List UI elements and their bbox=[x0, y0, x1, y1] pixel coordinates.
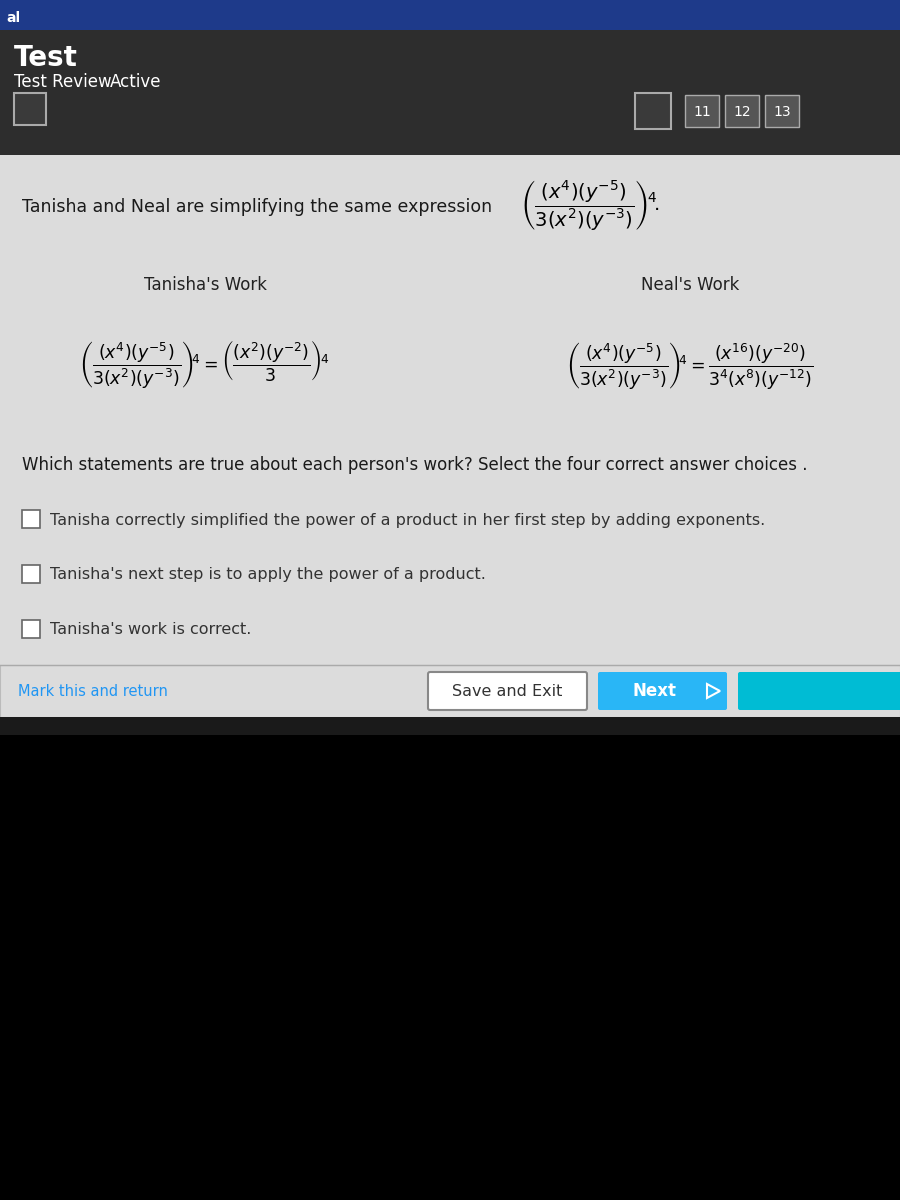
FancyBboxPatch shape bbox=[428, 672, 587, 710]
Text: Active: Active bbox=[110, 73, 161, 91]
FancyBboxPatch shape bbox=[738, 672, 900, 710]
Text: $\left(\dfrac{(x^4)(y^{-5})}{3(x^2)(y^{-3})}\right)^{\!4}= \dfrac{(x^{16})(y^{-2: $\left(\dfrac{(x^4)(y^{-5})}{3(x^2)(y^{-… bbox=[567, 340, 813, 390]
FancyBboxPatch shape bbox=[765, 95, 799, 127]
Text: Tanisha correctly simplified the power of a product in her first step by adding : Tanisha correctly simplified the power o… bbox=[50, 512, 765, 528]
Text: $\left(\dfrac{(x^4)(y^{-5})}{3(x^2)(y^{-3})}\right)^{\!4}= \left(\dfrac{(x^2)(y^: $\left(\dfrac{(x^4)(y^{-5})}{3(x^2)(y^{-… bbox=[80, 338, 329, 391]
Text: Next: Next bbox=[633, 682, 677, 700]
Text: 13: 13 bbox=[773, 104, 791, 119]
FancyBboxPatch shape bbox=[0, 665, 900, 716]
Text: Tanisha's work is correct.: Tanisha's work is correct. bbox=[50, 623, 251, 637]
FancyBboxPatch shape bbox=[598, 672, 727, 710]
Text: Tanisha and Neal are simplifying the same expression: Tanisha and Neal are simplifying the sam… bbox=[22, 198, 492, 216]
FancyBboxPatch shape bbox=[14, 92, 46, 125]
Text: 12: 12 bbox=[734, 104, 751, 119]
FancyBboxPatch shape bbox=[22, 620, 40, 638]
Text: Test Review: Test Review bbox=[14, 73, 112, 91]
FancyBboxPatch shape bbox=[685, 95, 719, 127]
FancyBboxPatch shape bbox=[0, 155, 900, 665]
Text: Save and Exit: Save and Exit bbox=[453, 684, 562, 698]
Polygon shape bbox=[707, 684, 720, 698]
Text: $\left(\dfrac{(x^4)(y^{-5})}{3(x^2)(y^{-3})}\right)^{\!4}\!.$: $\left(\dfrac{(x^4)(y^{-5})}{3(x^2)(y^{-… bbox=[520, 178, 660, 232]
Text: Mark this and return: Mark this and return bbox=[18, 684, 168, 698]
Text: Tanisha's next step is to apply the power of a product.: Tanisha's next step is to apply the powe… bbox=[50, 568, 486, 582]
FancyBboxPatch shape bbox=[0, 734, 900, 1200]
FancyBboxPatch shape bbox=[22, 674, 40, 692]
FancyBboxPatch shape bbox=[0, 30, 900, 155]
Text: 11: 11 bbox=[693, 104, 711, 119]
Text: al: al bbox=[6, 11, 20, 25]
FancyBboxPatch shape bbox=[0, 716, 900, 734]
FancyBboxPatch shape bbox=[0, 0, 900, 30]
FancyBboxPatch shape bbox=[22, 510, 40, 528]
Text: Which statements are true about each person's work? Select the four correct answ: Which statements are true about each per… bbox=[22, 456, 807, 474]
Text: Test: Test bbox=[14, 44, 78, 72]
Text: Tanisha's Work: Tanisha's Work bbox=[143, 276, 266, 294]
Text: Neal's Work: Neal's Work bbox=[641, 276, 739, 294]
FancyBboxPatch shape bbox=[22, 565, 40, 583]
FancyBboxPatch shape bbox=[725, 95, 759, 127]
FancyBboxPatch shape bbox=[635, 92, 671, 128]
